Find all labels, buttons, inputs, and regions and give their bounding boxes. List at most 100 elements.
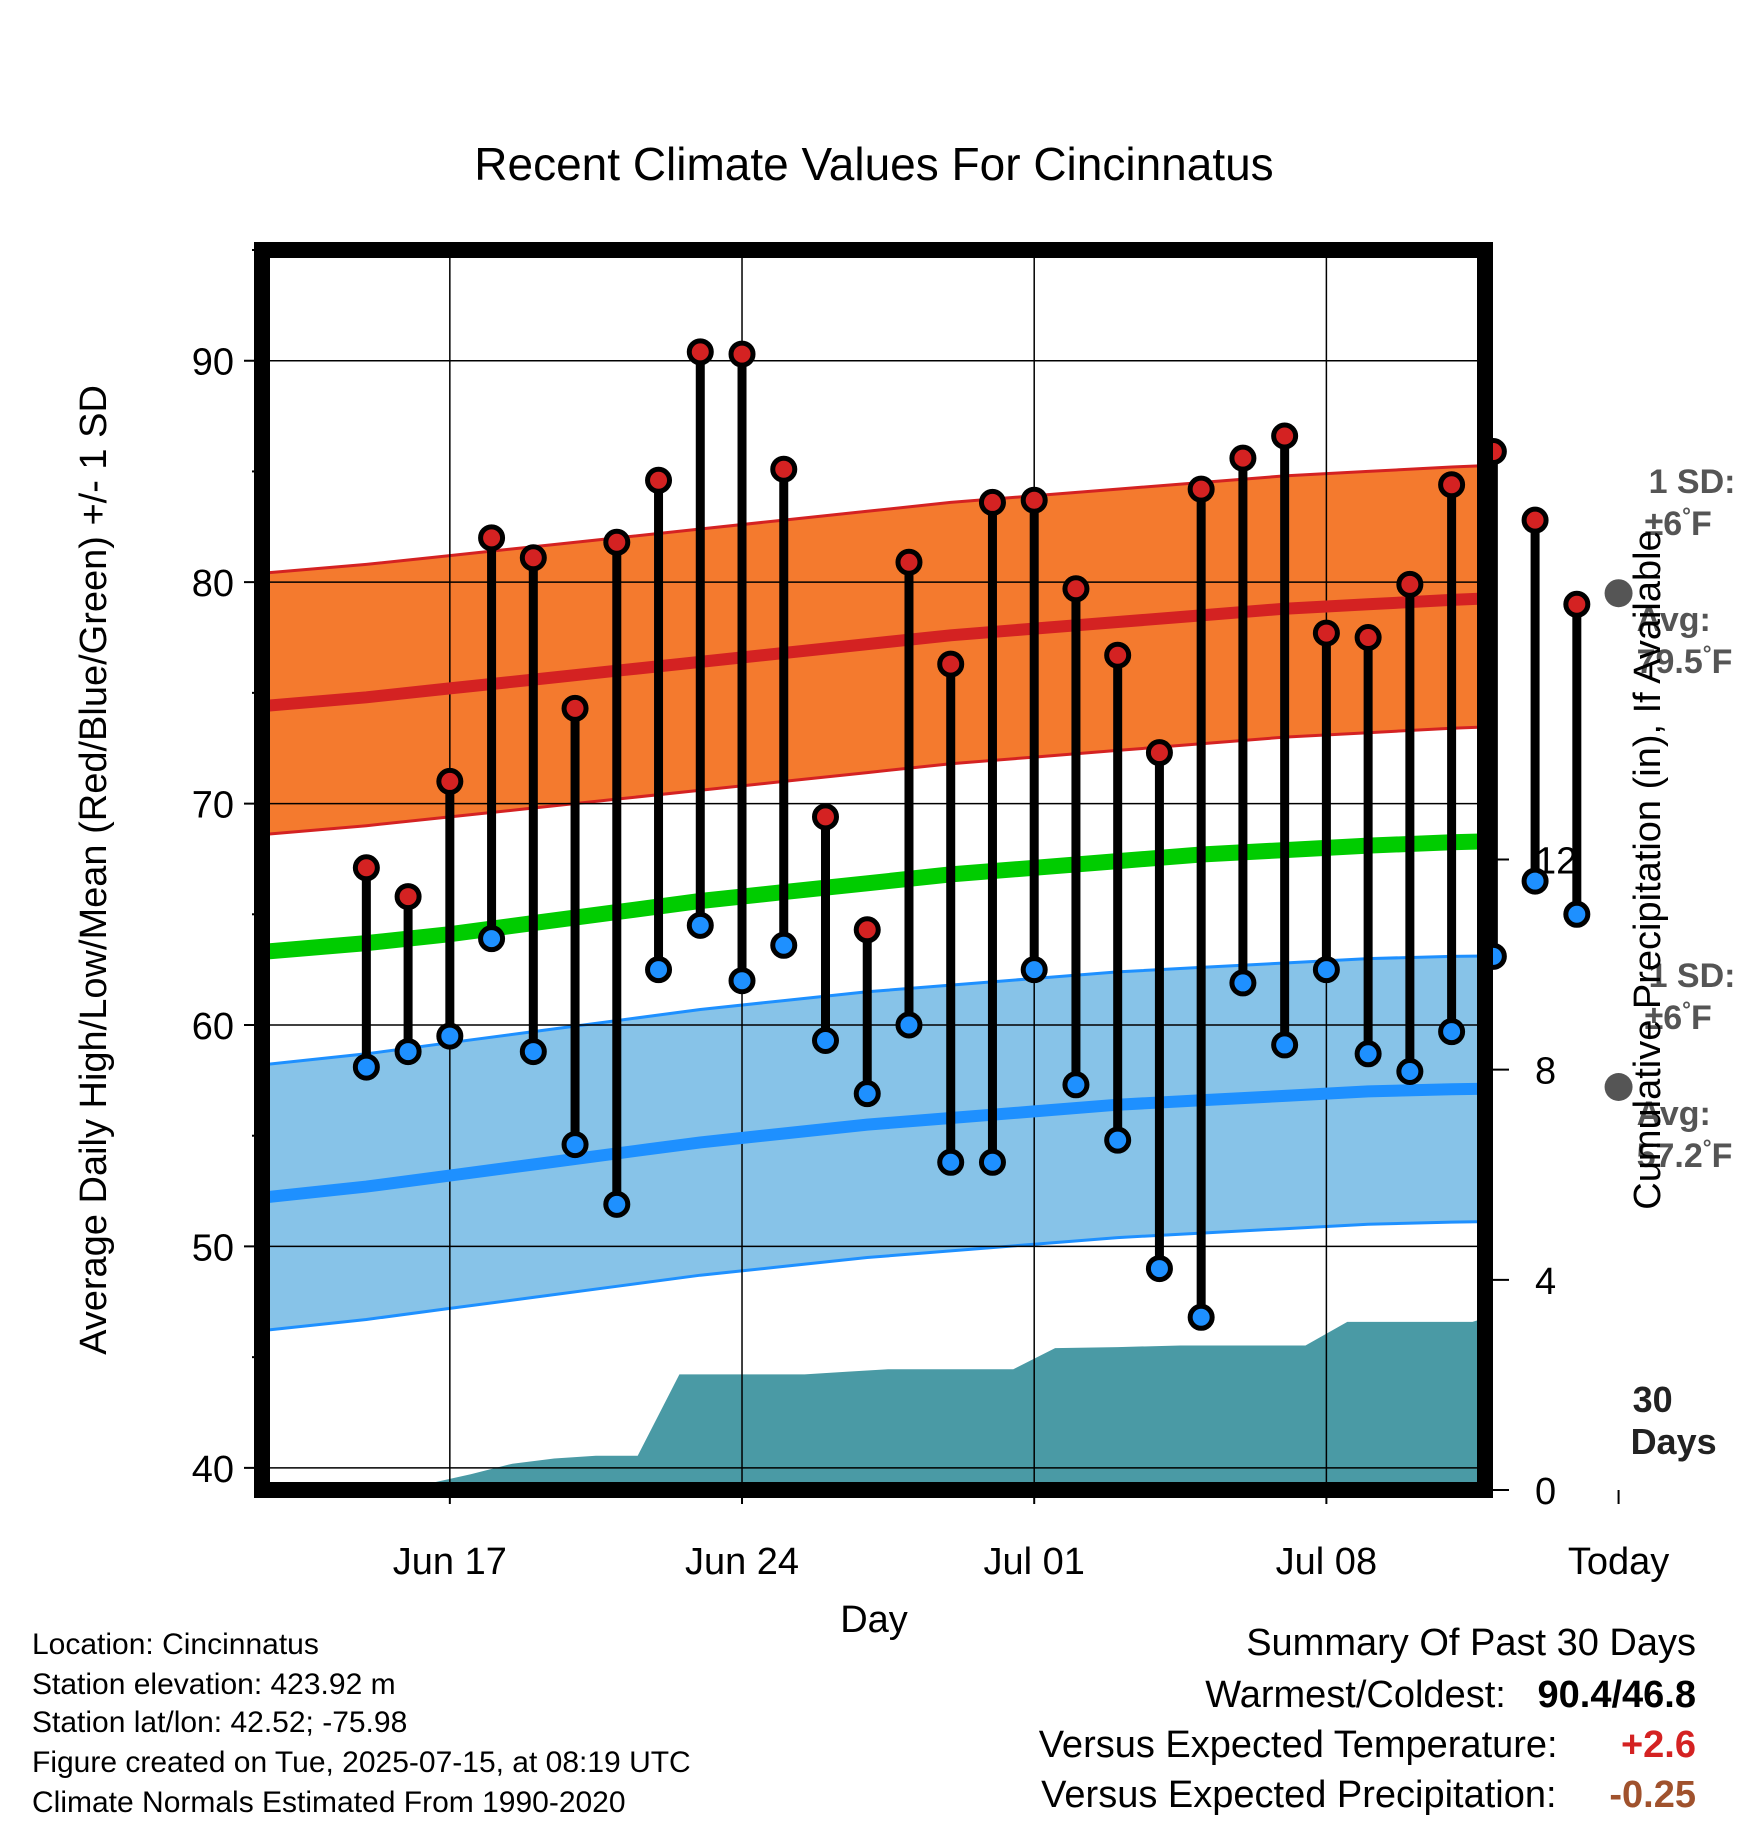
y2-tick-label: 12	[1535, 840, 1577, 882]
x-axis-label: Day	[840, 1599, 908, 1641]
obs-low-point	[1229, 969, 1257, 997]
summary-precip: Versus Expected Precipitation: -0.25	[1041, 1774, 1696, 1817]
obs-low-point	[1438, 1018, 1466, 1046]
plot-frame	[254, 242, 1493, 1498]
obs-high-point	[561, 694, 589, 722]
obs-high-point	[352, 854, 380, 882]
obs-high-point	[895, 548, 923, 576]
obs-high-point	[1187, 475, 1215, 503]
summary-temp: Versus Expected Temperature: +2.6	[1039, 1724, 1696, 1767]
low-avg-value: 57.2°F	[1637, 1135, 1733, 1175]
obs-high-point	[436, 767, 464, 795]
obs-low-point	[1020, 956, 1048, 984]
y2-tick-label: 4	[1535, 1261, 1556, 1303]
obs-low-point	[436, 1022, 464, 1050]
high-avg-label: Avg:	[1637, 601, 1711, 639]
obs-high-point	[1521, 506, 1549, 534]
low-sd-band	[262, 955, 1485, 1331]
low-sd-value: ±6°F	[1645, 997, 1712, 1037]
obs-high-point	[1020, 486, 1048, 514]
axes: 40 50 60 70 80 90 0 4 8 12 Jun 17 Jun 24 Jul 01 Jul 0…	[192, 242, 1669, 1583]
footer-normals: Climate Normals Estimated From 1990-2020	[32, 1786, 626, 1819]
obs-low-point	[1521, 867, 1549, 895]
y-tick-label: 90	[192, 342, 234, 384]
obs-high-point	[1271, 422, 1299, 450]
y-tick-label: 60	[192, 1006, 234, 1048]
obs-high-point	[686, 338, 714, 366]
footer-latlon: Station lat/lon: 42.52; -75.98	[32, 1706, 408, 1739]
chart-title: Recent Climate Values For Cincinnatus	[474, 138, 1273, 190]
obs-low-point	[1563, 900, 1591, 928]
summary-warm-cold: Warmest/Coldest: 90.4/46.8	[1205, 1674, 1696, 1717]
low-sd-lower-edge	[262, 1220, 1485, 1333]
obs-low-point	[853, 1080, 881, 1108]
summary-precip-value: -0.25	[1609, 1774, 1696, 1816]
obs-high-point	[770, 455, 798, 483]
high-sd-label: 1 SD:	[1649, 463, 1736, 501]
obs-high-point	[394, 883, 422, 911]
obs-high-point	[645, 466, 673, 494]
summary-title-text: Summary Of Past 30 Days	[1246, 1622, 1696, 1664]
obs-low-point	[1312, 956, 1340, 984]
obs-low-point	[1354, 1040, 1382, 1068]
summary-temp-value: +2.6	[1620, 1724, 1696, 1766]
obs-high-point	[1438, 471, 1466, 499]
y-axis-label: Average Daily High/Low/Mean (Red/Blue/Gr…	[73, 385, 115, 1355]
y2-tick-label: 8	[1535, 1051, 1556, 1093]
today-low-dot	[1604, 1073, 1633, 1101]
plot-clip-group	[262, 250, 1485, 1490]
high-sd-value: ±6°F	[1645, 503, 1712, 543]
x-tick-label: Jun 17	[393, 1541, 507, 1583]
obs-low-point	[1062, 1071, 1090, 1099]
obs-low-point	[1187, 1303, 1215, 1331]
x-tick-label: Today	[1568, 1541, 1669, 1583]
normal-bands	[262, 464, 1485, 1333]
obs-high-point	[519, 544, 547, 572]
obs-low-point	[352, 1053, 380, 1081]
today-high-dot	[1604, 579, 1633, 608]
obs-high-point	[853, 916, 881, 944]
obs-high-point	[478, 524, 506, 552]
high-sd-band	[262, 465, 1485, 835]
summary-temp-label: Versus Expected Temperature:	[1038, 1724, 1558, 1766]
obs-low-point	[895, 1011, 923, 1039]
obs-low-point	[1145, 1255, 1173, 1283]
obs-low-point	[603, 1190, 631, 1218]
obs-low-point	[937, 1148, 965, 1176]
obs-low-point	[686, 911, 714, 939]
summary-title: Summary Of Past 30 Days	[1246, 1622, 1696, 1665]
obs-low-point	[978, 1148, 1006, 1176]
y-tick-label: 40	[192, 1449, 234, 1491]
obs-low-point	[1104, 1126, 1132, 1154]
summary-precip-label: Versus Expected Precipitation:	[1041, 1774, 1557, 1816]
obs-low-point	[811, 1027, 839, 1054]
x-tick-label: Jul 08	[1276, 1541, 1377, 1583]
obs-high-point	[728, 340, 756, 368]
x-tick-label: Jun 24	[685, 1541, 799, 1583]
precip-area	[262, 1317, 1485, 1490]
obs-low-point	[1396, 1058, 1424, 1085]
obs-low-point	[645, 956, 673, 984]
y-tick-label: 50	[192, 1227, 234, 1269]
y2-axis-label: Cumulative Precipitation (in), If Availa…	[1627, 530, 1669, 1209]
obs-high-point	[1229, 444, 1257, 472]
x-tick-label: Jul 01	[983, 1541, 1084, 1583]
obs-high-point	[1312, 619, 1340, 647]
today-days-line2: Days	[1631, 1421, 1717, 1462]
observations	[352, 338, 1591, 1331]
obs-high-point	[1396, 570, 1424, 598]
obs-low-point	[1271, 1031, 1299, 1059]
obs-high-point	[1104, 641, 1132, 669]
obs-low-point	[770, 931, 798, 959]
y-tick-label: 80	[192, 563, 234, 605]
obs-low-point	[478, 925, 506, 953]
summary-warm-cold-label: Warmest/Coldest:	[1205, 1674, 1506, 1716]
obs-high-point	[1563, 590, 1591, 618]
low-sd-label: 1 SD:	[1649, 957, 1736, 995]
high-avg-value: 79.5°F	[1637, 641, 1733, 681]
obs-high-point	[978, 488, 1006, 516]
obs-high-point	[1145, 739, 1173, 767]
footer-location: Location: Cincinnatus	[32, 1628, 319, 1661]
